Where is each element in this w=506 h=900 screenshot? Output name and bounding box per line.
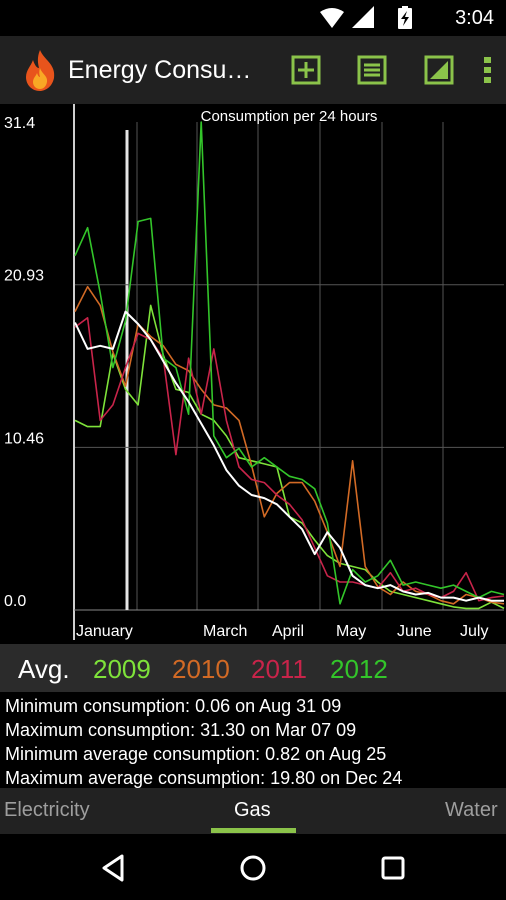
status-icons [320, 6, 412, 29]
tab-selected-indicator [211, 828, 296, 833]
navigation-bar [0, 834, 506, 900]
wifi-icon [320, 8, 344, 28]
x-axis-labels: January March April May June July [76, 623, 488, 640]
chart-title: Consumption per 24 hours [201, 108, 378, 125]
series-line-2009 [74, 304, 505, 610]
tab-bar: Electricity Gas Water [0, 788, 506, 834]
list-icon[interactable] [357, 55, 387, 85]
legend-2011[interactable]: 2011 [251, 654, 307, 684]
clock: 3:04 [455, 7, 494, 29]
x-tick-label: January [76, 623, 133, 640]
overflow-menu-icon[interactable] [480, 55, 496, 85]
y-axis-labels: 31.4 20.93 10.46 0.0 [4, 115, 44, 610]
legend-2010[interactable]: 2010 [172, 654, 230, 684]
legend-avg[interactable]: Avg. [18, 654, 70, 684]
tab-gas[interactable]: Gas [234, 799, 271, 821]
tab-water[interactable]: Water [445, 799, 498, 821]
series-line-2010 [74, 285, 505, 605]
min-consumption: Minimum consumption: 0.06 on Aug 31 09 [5, 696, 342, 716]
recents-icon[interactable] [373, 848, 413, 888]
legend-2012[interactable]: 2012 [330, 654, 388, 684]
x-tick-label: March [203, 623, 247, 640]
back-icon[interactable] [94, 848, 134, 888]
consumption-chart[interactable]: 31.4 20.93 10.46 0.0 January March April May Ju… [0, 104, 506, 642]
y-tick-label: 0.0 [4, 593, 26, 610]
flame-icon [26, 50, 55, 91]
chart-grid [73, 104, 504, 640]
legend: Avg. 2009 2010 2011 2012 [0, 644, 506, 692]
y-tick-label: 31.4 [4, 115, 35, 132]
home-icon[interactable] [233, 848, 273, 888]
add-entry-icon[interactable] [291, 55, 321, 85]
max-consumption: Maximum consumption: 31.30 on Mar 07 09 [5, 720, 357, 740]
x-tick-label: May [336, 623, 366, 640]
series-line-2012 [74, 121, 505, 605]
x-tick-label: April [272, 623, 304, 640]
y-tick-label: 10.46 [4, 430, 44, 447]
series-line-2011 [74, 317, 505, 602]
max-avg-consumption: Maximum average consumption: 19.80 on De… [5, 768, 403, 788]
y-tick-label: 20.93 [4, 268, 44, 285]
x-tick-label: July [460, 623, 488, 640]
series-line-avg [74, 310, 504, 602]
chart-icon[interactable] [424, 55, 454, 85]
min-avg-consumption: Minimum average consumption: 0.82 on Aug… [5, 744, 387, 764]
battery-icon [398, 6, 412, 29]
x-tick-label: June [397, 623, 432, 640]
legend-2009[interactable]: 2009 [93, 654, 151, 684]
chart-series [74, 121, 505, 610]
app-title: Energy Consu… [68, 56, 252, 84]
tab-electricity[interactable]: Electricity [4, 799, 90, 821]
app-bar: Energy Consu… [0, 36, 506, 104]
statistics: Minimum consumption: 0.06 on Aug 31 09 M… [5, 694, 505, 790]
status-bar: 3:04 [0, 0, 506, 36]
signal-icon [352, 6, 374, 28]
